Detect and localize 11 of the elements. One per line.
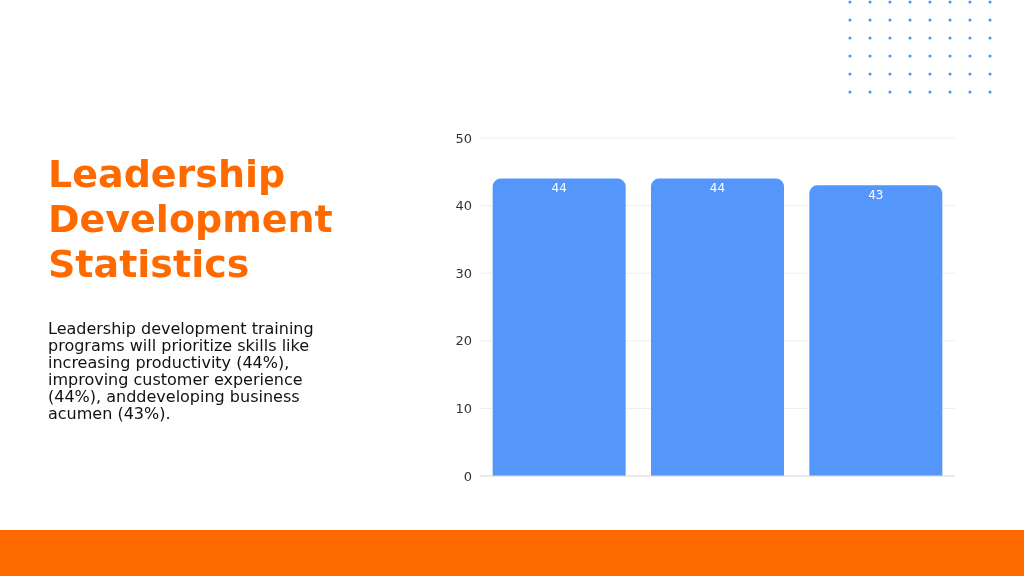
data-label: 43	[868, 187, 884, 202]
y-tick-label: 10	[455, 401, 472, 417]
y-tick-label: 40	[455, 198, 472, 214]
y-tick-label: 30	[455, 265, 472, 281]
text: Leadership Development Statistics	[48, 152, 334, 287]
data-label: 44	[709, 181, 726, 196]
y-tick-label: 20	[455, 333, 472, 349]
y-tick-label: 50	[455, 130, 472, 146]
data-label: 44	[551, 181, 567, 196]
text: Leadership development training programs will prioritize skills like increasing productivity (44%), improving customer experience (44%), anddeveloping business acumen (43%).	[48, 319, 315, 423]
y-tick-label: 0	[463, 468, 472, 484]
